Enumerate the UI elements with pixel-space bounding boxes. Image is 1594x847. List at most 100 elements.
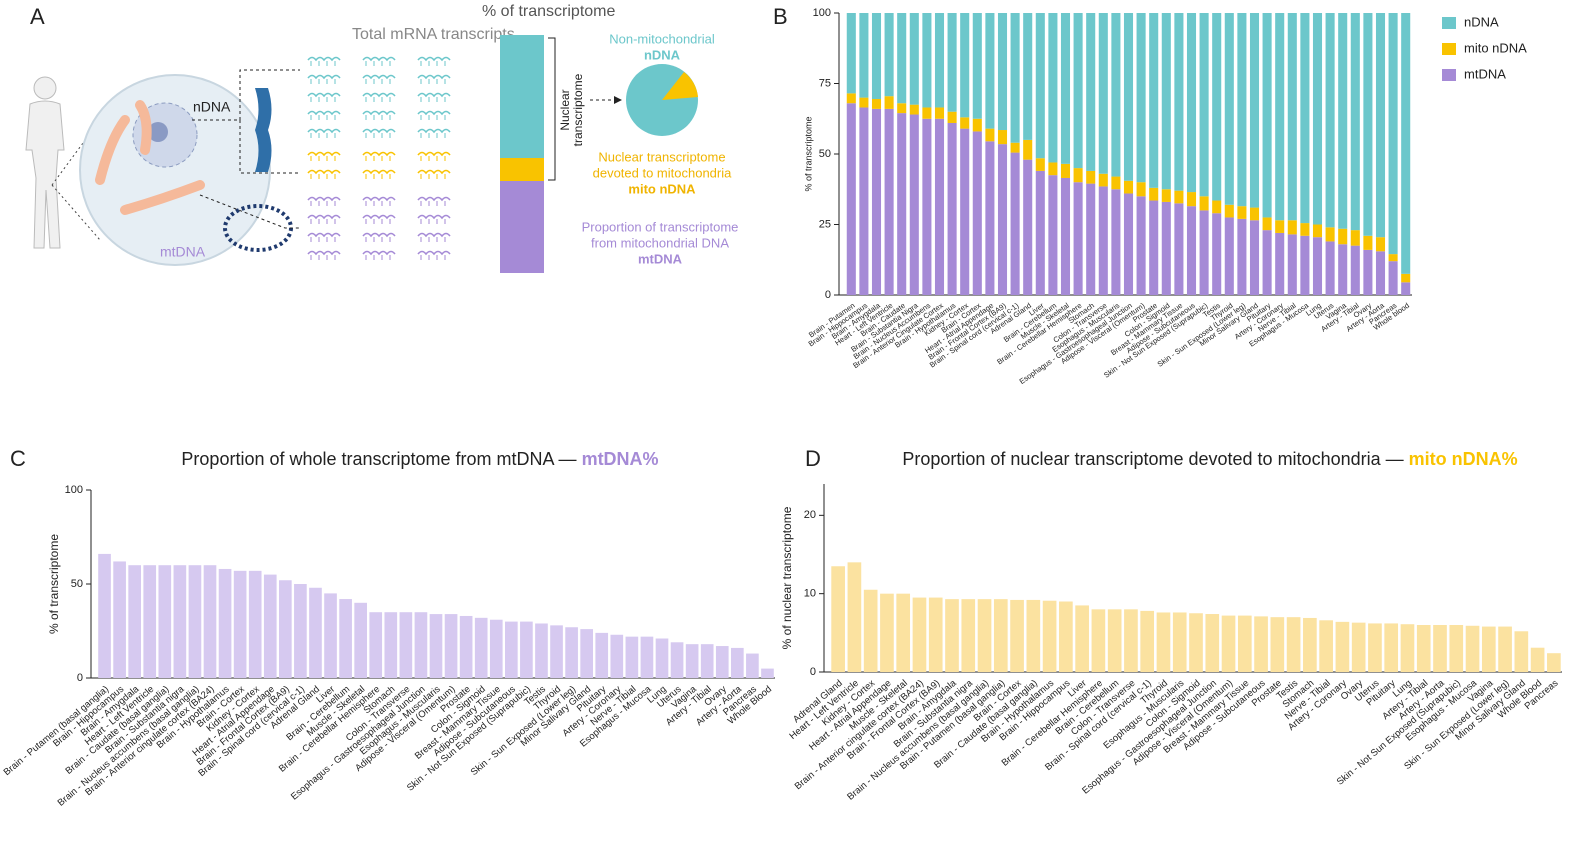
transcript [418,198,450,201]
bar [158,565,171,678]
non-mito-name: nDNA [644,47,681,62]
bar-segment [859,98,868,108]
bar-segment [1313,225,1322,238]
transcript [418,153,450,156]
bar-segment [960,13,969,117]
bar-segment [859,107,868,295]
transcript [308,234,340,237]
bar-segment [1099,174,1108,187]
bar-segment [1162,189,1171,202]
transcript [308,216,340,219]
mito-block [500,158,544,181]
y-axis-label: % of transcriptome [47,534,61,634]
bar-segment [1124,13,1133,181]
title-highlight: mito nDNA% [1409,449,1518,469]
bar-segment [1389,254,1398,261]
transcript [308,198,340,201]
transcript [308,112,340,115]
bar [128,565,141,678]
y-tick-label: 75 [819,77,831,89]
transcript [308,58,340,61]
bar-segment [1275,13,1284,220]
bar-segment [1263,13,1272,217]
y-tick-label: 0 [825,289,831,301]
bar-segment [859,13,868,98]
bar [610,635,623,678]
bar-segment [910,13,919,105]
bar-segment [910,115,919,295]
bar [1205,614,1219,672]
bracket-label: transcriptome [571,73,585,146]
bar-segment [935,13,944,107]
bar-segment [1137,13,1146,182]
bar-segment [1300,13,1309,223]
bar-segment [1187,206,1196,295]
bar-segment [985,129,994,142]
y-tick-label: 10 [804,588,816,600]
bar [565,627,578,678]
bar [994,599,1008,672]
bar [626,637,639,678]
transcript [363,234,395,237]
bar-segment [1225,13,1234,205]
bar-segment [847,93,856,103]
bar [761,669,774,678]
bar [1108,609,1122,672]
bar-segment [1036,171,1045,295]
bar-segment [973,13,982,119]
bar-segment [1250,208,1259,221]
bar [1238,616,1252,672]
bar [641,637,654,678]
non-mito-label: Non-mitochondrial [609,31,715,46]
bar-segment [1275,220,1284,233]
mtdna-label: mtDNA [160,244,206,260]
bar-segment [1326,241,1335,295]
bar-segment [1351,246,1360,295]
bar-segment [1074,168,1083,182]
bar [475,618,488,678]
bar-segment [1338,229,1347,245]
mt-label: from mitochondrial DNA [591,235,729,250]
transcript [418,252,450,255]
bar [249,571,262,678]
bar [445,614,458,678]
bar-segment [1389,13,1398,254]
bar [1173,612,1187,672]
bar [1547,653,1561,672]
bar-segment [897,103,906,113]
bar [896,594,910,672]
bar [113,561,126,678]
ndna-label: nDNA [193,99,231,115]
bar [369,612,382,678]
bar-segment [1149,13,1158,188]
bar-segment [922,13,931,107]
bar-segment [1187,13,1196,192]
bar-segment [1376,251,1385,295]
bar [580,629,593,678]
bar-segment [1061,13,1070,164]
transcripts-header: Total mRNA transcripts [352,26,515,43]
bar [505,622,518,678]
bar [880,594,894,672]
bar-segment [1363,236,1372,250]
chart-title: Proportion of whole transcriptome from m… [181,449,658,469]
bar [1189,613,1203,672]
transcript [363,216,395,219]
bar-segment [935,107,944,118]
bar-segment [1212,201,1221,214]
bar-segment [1174,191,1183,204]
bar-segment [1237,206,1246,219]
y-tick-label: 100 [813,7,831,19]
transcript [308,171,340,174]
bar [550,625,563,678]
bar-segment [1288,220,1297,234]
bar [595,633,608,678]
transcript [418,76,450,79]
bar [490,620,503,678]
bar-segment [885,13,894,96]
bar-segment [998,130,1007,144]
bar-segment [1237,13,1246,206]
mt-block [500,181,544,273]
bar-title: % of transcriptome [482,3,615,20]
bar-segment [1011,13,1020,143]
